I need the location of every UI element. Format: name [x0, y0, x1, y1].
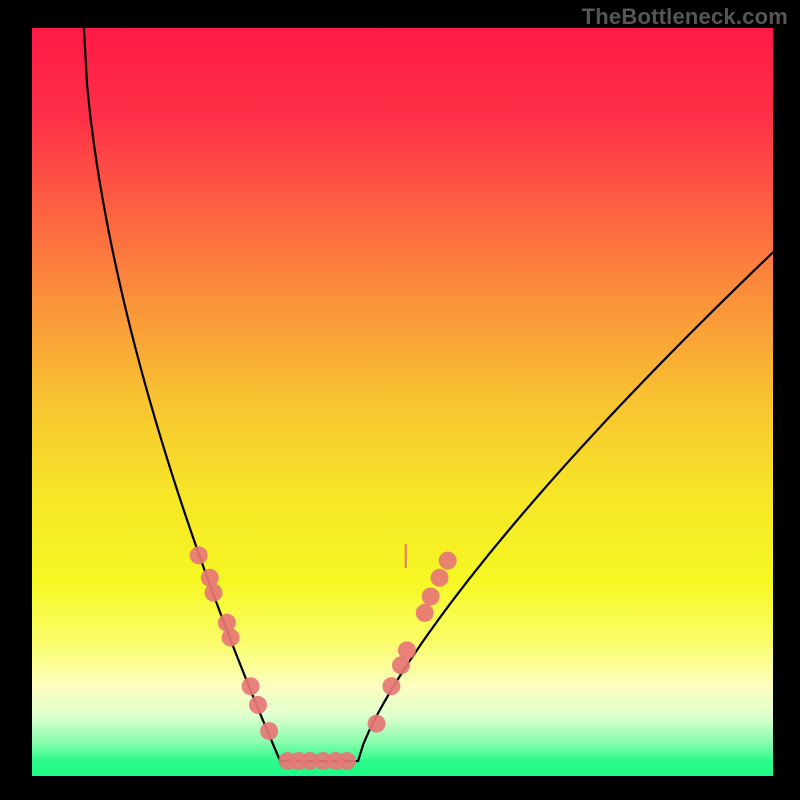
outer-frame: TheBottleneck.com — [0, 0, 800, 800]
data-marker — [205, 584, 223, 602]
data-marker — [368, 715, 386, 733]
data-marker — [422, 587, 440, 605]
data-marker — [190, 546, 208, 564]
data-marker — [242, 677, 260, 695]
data-marker — [439, 552, 457, 570]
data-marker — [260, 722, 278, 740]
data-marker — [382, 677, 400, 695]
data-marker — [431, 569, 449, 587]
data-marker — [338, 752, 356, 770]
chart-svg — [32, 28, 773, 776]
data-marker — [222, 629, 240, 647]
data-marker — [398, 641, 416, 659]
data-marker — [249, 696, 267, 714]
watermark-text: TheBottleneck.com — [582, 4, 788, 30]
data-marker — [201, 569, 219, 587]
data-marker — [218, 614, 236, 632]
chart-plot-area — [32, 28, 773, 776]
marker-tick — [405, 544, 407, 568]
data-marker — [416, 604, 434, 622]
